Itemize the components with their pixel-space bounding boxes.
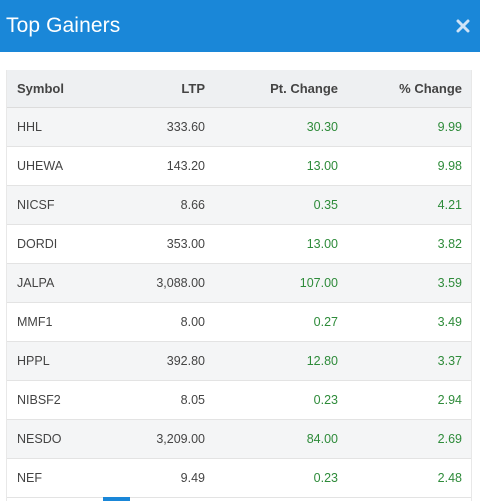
cell-symbol: UHEWA xyxy=(17,159,64,173)
gainers-table: Symbol LTP Pt. Change % Change HHL 333.60… xyxy=(6,70,472,501)
modal-title: Top Gainers xyxy=(6,14,121,37)
table-body: HHL 333.60 30.30 9.99 UHEWA 143.20 13.00 9.98 NI… xyxy=(7,108,471,498)
cell-symbol: NESDO xyxy=(17,432,62,446)
table-row[interactable]: NICSF 8.66 0.35 4.21 xyxy=(7,186,471,225)
cell-ltp: 333.60 xyxy=(166,120,205,134)
cell-symbol: NICSF xyxy=(17,198,55,212)
cell-ltp: 8.66 xyxy=(180,198,205,212)
cell-pt-change: 13.00 xyxy=(306,159,338,173)
cell-pt-change: 12.80 xyxy=(306,354,338,368)
cell-ltp: 3,088.00 xyxy=(156,276,205,290)
cell-ltp: 143.20 xyxy=(166,159,205,173)
cell-pct-change: 3.59 xyxy=(437,276,462,290)
column-header-ltp[interactable]: LTP xyxy=(181,81,205,96)
cell-pct-change: 3.49 xyxy=(437,315,462,329)
cell-ltp: 3,209.00 xyxy=(156,432,205,446)
table-row[interactable]: NIBSF2 8.05 0.23 2.94 xyxy=(7,381,471,420)
cell-symbol: HHL xyxy=(17,120,43,134)
modal-header: Top Gainers xyxy=(0,0,480,52)
cell-pt-change: 13.00 xyxy=(306,237,338,251)
cell-pct-change: 2.94 xyxy=(437,393,462,407)
column-header-pt-change[interactable]: Pt. Change xyxy=(270,81,338,96)
cell-symbol: JALPA xyxy=(17,276,55,290)
table-row[interactable]: JALPA 3,088.00 107.00 3.59 xyxy=(7,264,471,303)
table-row[interactable]: MMF1 8.00 0.27 3.49 xyxy=(7,303,471,342)
cell-pct-change: 9.98 xyxy=(437,159,462,173)
close-button[interactable] xyxy=(454,17,472,35)
cell-symbol: MMF1 xyxy=(17,315,53,329)
cell-pct-change: 3.82 xyxy=(437,237,462,251)
table-row[interactable]: NEF 9.49 0.23 2.48 xyxy=(7,459,471,498)
cell-pt-change: 107.00 xyxy=(299,276,338,290)
cell-ltp: 392.80 xyxy=(166,354,205,368)
cell-pt-change: 0.23 xyxy=(313,471,338,485)
cell-pct-change: 3.37 xyxy=(437,354,462,368)
table-header: Symbol LTP Pt. Change % Change xyxy=(7,70,471,108)
cell-ltp: 8.05 xyxy=(180,393,205,407)
cell-pct-change: 9.99 xyxy=(437,120,462,134)
scroll-indicator[interactable] xyxy=(103,497,130,501)
cell-pt-change: 0.35 xyxy=(313,198,338,212)
cell-pt-change: 0.23 xyxy=(313,393,338,407)
cell-pt-change: 84.00 xyxy=(306,432,338,446)
cell-pct-change: 4.21 xyxy=(437,198,462,212)
cell-symbol: HPPL xyxy=(17,354,50,368)
cell-symbol: NIBSF2 xyxy=(17,393,61,407)
cell-ltp: 353.00 xyxy=(166,237,205,251)
table-row[interactable]: NESDO 3,209.00 84.00 2.69 xyxy=(7,420,471,459)
cell-pt-change: 30.30 xyxy=(306,120,338,134)
cell-ltp: 9.49 xyxy=(180,471,205,485)
cell-ltp: 8.00 xyxy=(180,315,205,329)
table-row[interactable]: UHEWA 143.20 13.00 9.98 xyxy=(7,147,471,186)
cell-symbol: NEF xyxy=(17,471,42,485)
column-header-pct-change[interactable]: % Change xyxy=(399,81,462,96)
cell-pct-change: 2.69 xyxy=(437,432,462,446)
cell-symbol: DORDI xyxy=(17,237,58,251)
cell-pct-change: 2.48 xyxy=(437,471,462,485)
close-icon xyxy=(456,19,470,33)
table-row[interactable]: HPPL 392.80 12.80 3.37 xyxy=(7,342,471,381)
cell-pt-change: 0.27 xyxy=(313,315,338,329)
table-row[interactable]: DORDI 353.00 13.00 3.82 xyxy=(7,225,471,264)
table-row[interactable]: HHL 333.60 30.30 9.99 xyxy=(7,108,471,147)
column-header-symbol[interactable]: Symbol xyxy=(17,81,64,96)
